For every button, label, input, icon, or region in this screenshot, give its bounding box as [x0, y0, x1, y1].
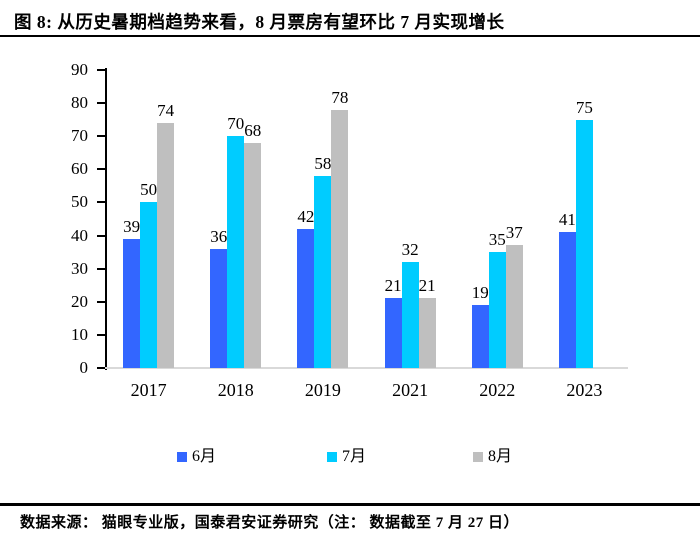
bar-2021-6月	[384, 298, 402, 368]
y-axis-tick-label: 10	[71, 324, 88, 344]
bar-2017-7月	[140, 202, 158, 368]
legend-label: 6月	[192, 448, 217, 465]
y-axis-line	[105, 68, 107, 370]
bar-2021-7月	[401, 262, 419, 368]
x-axis-category-label: 2022	[479, 380, 516, 400]
y-axis-tick-mark	[97, 102, 105, 105]
legend-item-7月: 7月	[327, 449, 366, 465]
legend-item-8月: 8月	[473, 449, 512, 465]
bar-value-label: 32	[401, 240, 419, 260]
figure-title: 图 8: 从历史暑期档趋势来看，8 月票房有望环比 7 月实现增长	[14, 12, 505, 32]
legend-label: 7月	[342, 448, 367, 465]
bar-2019-6月	[297, 228, 315, 368]
y-axis-tick-label: 60	[71, 159, 88, 179]
y-axis-tick-label: 70	[71, 126, 88, 146]
y-axis-tick-label: 40	[71, 225, 88, 245]
y-axis-tick-label: 80	[71, 93, 88, 113]
y-axis-tick-label: 20	[71, 291, 88, 311]
bar-2019-8月	[331, 109, 349, 368]
bar-2022-7月	[488, 252, 506, 368]
bar-2022-6月	[471, 305, 489, 368]
bar-value-label: 21	[418, 276, 436, 296]
bar-2017-8月	[157, 122, 175, 368]
data-source-note: 数据来源： 猫眼专业版，国泰君安证券研究（注： 数据截至 7 月 27 日）	[20, 515, 520, 531]
legend-item-6月: 6月	[177, 449, 216, 465]
y-axis-tick-label: 0	[79, 358, 89, 377]
y-axis-tick-mark	[97, 168, 105, 171]
y-axis-tick-mark	[97, 300, 105, 303]
y-axis-tick-mark	[97, 135, 105, 138]
bar-value-label: 35	[488, 230, 506, 250]
bar-2018-7月	[227, 136, 245, 368]
bar-2021-8月	[418, 298, 436, 368]
bar-value-label: 50	[140, 180, 158, 200]
bar-value-label: 58	[314, 153, 332, 173]
y-axis-tick-mark	[97, 69, 105, 71]
bar-2023-7月	[575, 119, 593, 368]
legend-swatch-icon	[473, 452, 483, 462]
y-axis-tick-label: 50	[71, 192, 88, 212]
bar-value-label: 42	[297, 206, 315, 226]
y-axis-tick-mark	[97, 267, 105, 270]
bar-2022-8月	[505, 245, 523, 368]
bar-value-label: 78	[331, 87, 349, 107]
bar-value-label: 74	[157, 100, 175, 120]
x-axis-line	[105, 367, 628, 369]
y-axis-tick-label: 90	[71, 60, 88, 79]
legend-swatch-icon	[177, 452, 187, 462]
bar-2023-6月	[558, 232, 576, 368]
x-axis-category-label: 2023	[566, 380, 603, 400]
bar-2017-6月	[123, 238, 141, 368]
bar-value-label: 41	[558, 210, 576, 230]
bar-value-label: 75	[575, 97, 593, 117]
bar-2018-8月	[244, 142, 262, 368]
y-axis-tick-mark	[97, 201, 105, 204]
y-axis-tick-mark	[97, 333, 105, 336]
bar-value-label: 36	[210, 226, 228, 246]
y-axis-tick-label: 30	[71, 258, 88, 278]
bar-2018-6月	[210, 248, 228, 368]
x-axis-category-label: 2018	[217, 380, 254, 400]
bar-value-label: 68	[244, 120, 262, 140]
bar-value-label: 37	[505, 223, 523, 243]
x-axis-category-label: 2021	[392, 380, 429, 400]
bar-2019-7月	[314, 175, 332, 368]
y-axis-tick-mark	[97, 367, 105, 369]
bar-value-label: 21	[384, 276, 402, 296]
legend-swatch-icon	[327, 452, 337, 462]
x-axis-category-label: 2017	[130, 380, 167, 400]
legend-label: 8月	[488, 448, 513, 465]
y-axis-tick-mark	[97, 234, 105, 237]
bar-value-label: 70	[227, 114, 245, 134]
x-axis-category-label: 2019	[304, 380, 341, 400]
bar-value-label: 39	[123, 216, 141, 236]
footer-divider	[0, 503, 700, 506]
figure-header: 图 8: 从历史暑期档趋势来看，8 月票房有望环比 7 月实现增长	[0, 0, 700, 37]
bar-value-label: 19	[471, 283, 489, 303]
